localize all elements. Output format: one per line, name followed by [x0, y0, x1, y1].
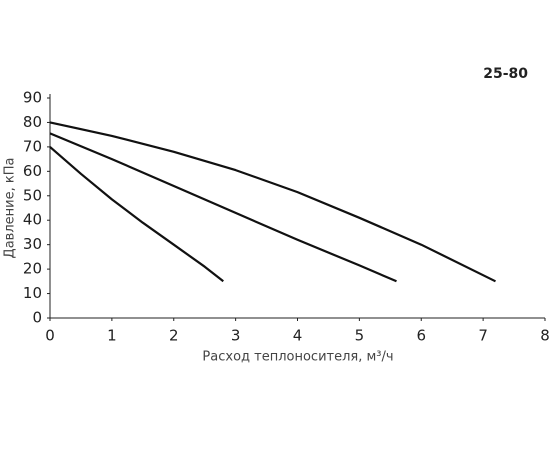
- y-tick-label: 10: [23, 284, 42, 302]
- curve: [49, 121, 496, 283]
- x-axis-label: Расход теплоносителя, м³/ч: [202, 350, 393, 365]
- y-tick-label: 20: [23, 260, 42, 278]
- x-tick-label: 1: [107, 327, 117, 345]
- y-tick-label: 40: [23, 211, 42, 229]
- y-tick-label: 30: [23, 235, 42, 253]
- x-tick-label: 2: [169, 327, 179, 345]
- x-tick-label: 3: [231, 327, 241, 345]
- x-tick-label: 0: [45, 327, 55, 345]
- curve: [49, 146, 224, 283]
- y-tick-label: 50: [23, 186, 42, 204]
- y-tick-label: 80: [23, 113, 42, 131]
- chart-title: 25-80: [483, 66, 528, 82]
- x-tick-label: 6: [416, 327, 426, 345]
- x-tick-label: 5: [355, 327, 365, 345]
- curve: [49, 132, 397, 283]
- x-tick-label: 8: [540, 327, 550, 345]
- y-tick-label: 60: [23, 162, 42, 180]
- y-axis-label: Давление, кПа: [3, 158, 18, 259]
- x-tick-label: 7: [478, 327, 488, 345]
- y-tick-label: 70: [23, 137, 42, 155]
- x-tick-label: 4: [293, 327, 303, 345]
- y-tick-label: 90: [23, 89, 42, 107]
- y-tick-label: 0: [32, 309, 42, 327]
